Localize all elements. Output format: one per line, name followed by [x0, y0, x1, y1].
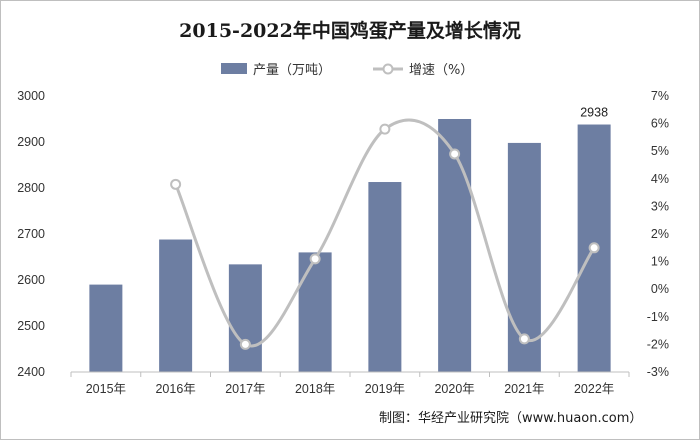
- right-tick-label: 1%: [651, 255, 669, 269]
- x-tick-label: 2021年: [504, 382, 544, 396]
- right-tick-label: 0%: [651, 282, 669, 296]
- legend-line-label: 增速（%）: [409, 63, 473, 78]
- x-tick-label: 2015年: [86, 382, 126, 396]
- x-tick-label: 2016年: [155, 382, 195, 396]
- bar: [368, 182, 402, 372]
- left-tick-label: 3000: [17, 89, 45, 103]
- left-tick-label: 2600: [17, 273, 45, 287]
- bar: [298, 252, 332, 372]
- growth-point: [309, 253, 321, 265]
- right-tick-label: 6%: [651, 117, 669, 131]
- bar: [228, 264, 262, 372]
- right-axis-ticks: -3% -2% -1% 0% 1% 2% 3% 4% 5% 6% 7%: [647, 89, 669, 379]
- chart-title: 2015-2022年中国鸡蛋产量及增长情况: [179, 19, 521, 42]
- x-tick-label: 2019年: [365, 382, 405, 396]
- bar: [159, 239, 193, 372]
- right-tick-label: -2%: [647, 337, 669, 351]
- x-tick-label: 2018年: [295, 382, 335, 396]
- right-tick-label: -3%: [647, 365, 669, 379]
- legend-line-marker: [382, 63, 394, 75]
- left-axis-ticks: 2400 2500 2600 2700 2800 2900 3000: [17, 89, 45, 379]
- x-tick-label: 2020年: [434, 382, 474, 396]
- right-tick-label: 3%: [651, 199, 669, 213]
- left-tick-label: 2500: [17, 319, 45, 333]
- bar: [89, 284, 123, 372]
- bar: [438, 119, 472, 372]
- right-tick-label: 5%: [651, 144, 669, 158]
- bar-series: [89, 119, 611, 373]
- legend-bar-label: 产量（万吨）: [253, 63, 331, 78]
- legend: 产量（万吨） 增速（%）: [221, 63, 473, 78]
- source-note: 制图：华经产业研究院（www.huaon.com）: [379, 411, 642, 426]
- growth-point: [518, 333, 530, 345]
- left-tick-label: 2900: [17, 135, 45, 149]
- right-tick-label: 4%: [651, 172, 669, 186]
- x-tick-label: 2017年: [225, 382, 265, 396]
- legend-bar-swatch: [221, 63, 247, 74]
- right-tick-label: 7%: [651, 89, 669, 103]
- x-tick-label: 2022年: [574, 382, 614, 396]
- growth-point: [449, 148, 461, 160]
- growth-point: [170, 178, 182, 190]
- left-tick-label: 2700: [17, 227, 45, 241]
- right-tick-label: -1%: [647, 310, 669, 324]
- x-axis-ticks: 2015年 2016年 2017年 2018年 2019年 2020年 2021年 2022年: [70, 372, 630, 396]
- bar-data-label: 2938: [580, 106, 608, 120]
- left-tick-label: 2800: [17, 181, 45, 195]
- growth-point: [379, 123, 391, 135]
- growth-point: [239, 338, 251, 350]
- right-tick-label: 2%: [651, 227, 669, 241]
- growth-point: [588, 242, 600, 254]
- data-labels: 2938: [580, 106, 608, 120]
- left-tick-label: 2400: [17, 365, 45, 379]
- line-series: [170, 118, 600, 350]
